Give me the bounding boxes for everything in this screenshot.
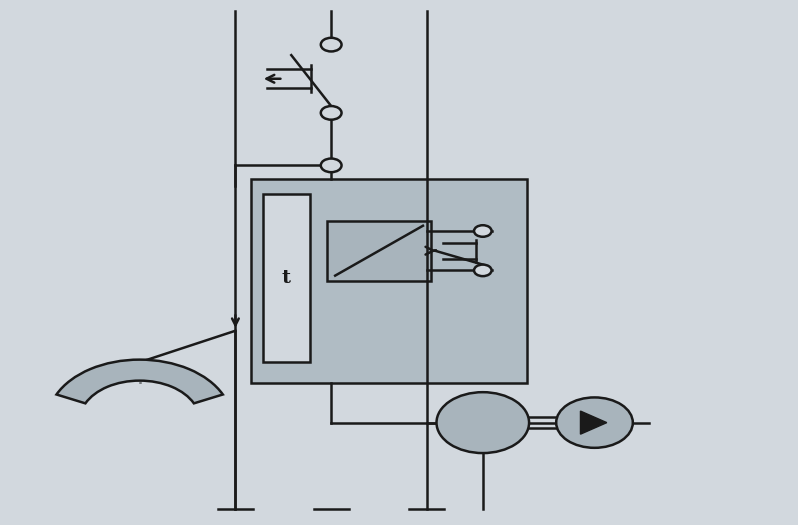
FancyBboxPatch shape [327,220,431,281]
Wedge shape [57,360,223,403]
Polygon shape [580,411,606,434]
FancyBboxPatch shape [263,194,310,362]
Text: t: t [282,269,291,287]
Circle shape [437,392,529,453]
Circle shape [474,265,492,276]
Circle shape [321,38,342,51]
Circle shape [556,397,633,448]
Circle shape [321,106,342,120]
Circle shape [321,159,342,172]
Circle shape [474,225,492,237]
FancyBboxPatch shape [251,178,527,383]
Text: M: M [472,413,493,433]
